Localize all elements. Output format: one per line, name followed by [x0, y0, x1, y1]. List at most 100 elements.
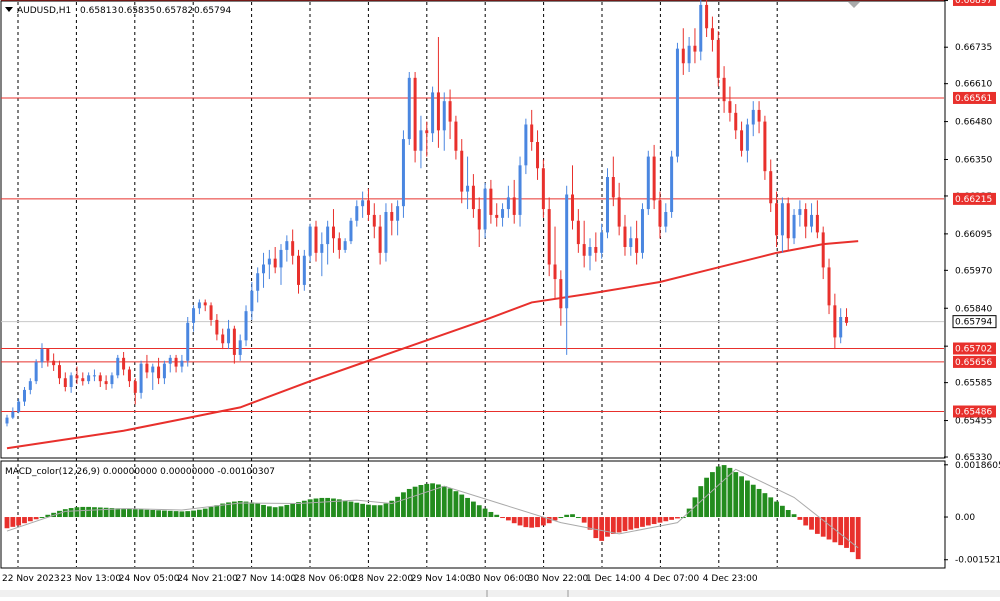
macd-histogram-bar	[640, 517, 645, 527]
macd-histogram-bar	[406, 488, 412, 518]
candle	[46, 349, 50, 367]
candle-body	[145, 363, 149, 373]
macd-histogram-bar	[756, 488, 762, 518]
candle-body	[116, 357, 120, 376]
macd-histogram-bar	[750, 484, 756, 518]
macd-histogram-bar	[809, 517, 814, 530]
candle-body	[28, 381, 32, 390]
candle	[536, 130, 540, 180]
candle	[640, 203, 644, 259]
macd-histogram-bar	[313, 498, 319, 518]
macd-histogram-bar	[727, 467, 733, 518]
candle	[757, 101, 761, 134]
macd-histogram-bar	[570, 514, 575, 518]
level-price-label: 0.65702	[955, 345, 992, 355]
macd-histogram-bar	[581, 517, 587, 523]
price-tick-label: 0.65585	[955, 379, 992, 389]
macd-histogram-bar	[331, 498, 336, 518]
x-tick-label: 23 Nov 13:00	[60, 574, 121, 584]
candle-body	[419, 130, 423, 151]
macd-tick-label: 0.00	[955, 513, 975, 523]
x-tick-label: 28 Nov 22:00	[352, 574, 413, 584]
macd-histogram-bar	[710, 472, 715, 518]
candle	[262, 252, 266, 288]
candle	[524, 118, 528, 175]
candle-body	[629, 238, 633, 247]
chart-shift-icon[interactable]	[848, 2, 860, 8]
candle	[343, 238, 347, 253]
candle-body	[92, 375, 96, 377]
macd-histogram-bar	[255, 503, 261, 518]
bottom-scrollbar[interactable]	[0, 590, 1000, 597]
candle	[454, 115, 458, 160]
candle-body	[710, 28, 714, 40]
macd-histogram-bar	[535, 517, 540, 528]
macd-histogram-bar	[360, 503, 366, 518]
macd-histogram-bar	[371, 505, 377, 518]
candle-body	[763, 121, 767, 172]
macd-histogram-bar	[849, 517, 855, 553]
dropdown-arrow-icon[interactable]	[5, 7, 13, 12]
candle	[541, 159, 545, 218]
candle	[833, 293, 837, 350]
price-tick-label: 0.66610	[955, 80, 992, 90]
macd-histogram-bar	[284, 504, 290, 518]
macd-histogram-bar	[785, 510, 791, 518]
price-tick-label: 0.65330	[955, 453, 992, 463]
candle-body	[355, 206, 359, 221]
candle-body	[413, 77, 417, 151]
candle-body	[489, 188, 493, 215]
candle	[448, 89, 452, 140]
candle-body	[541, 168, 545, 210]
macd-histogram-bar	[558, 517, 564, 519]
candle	[116, 354, 120, 379]
candle-body	[769, 171, 773, 204]
candle	[326, 220, 330, 265]
candle-body	[436, 92, 440, 131]
macd-histogram-bar	[202, 508, 208, 518]
candle-body	[571, 194, 575, 221]
candle	[133, 378, 137, 405]
macd-histogram-bar	[605, 517, 610, 537]
macd-histogram-bar	[587, 517, 593, 530]
candle	[740, 121, 744, 157]
candle-body	[256, 273, 260, 291]
candle-body	[221, 334, 225, 344]
candle-body	[670, 156, 674, 212]
macd-signal-line	[6, 468, 859, 549]
candle	[401, 130, 405, 218]
level-price-label: 0.65486	[955, 408, 992, 418]
macd-histogram-bar	[214, 505, 220, 518]
candle	[588, 238, 592, 271]
candle	[693, 28, 697, 64]
candle-body	[52, 360, 56, 366]
candle	[75, 366, 79, 385]
candle-body	[81, 378, 85, 382]
candle-body	[600, 232, 604, 253]
macd-histogram-bar	[92, 507, 97, 518]
candle-body	[780, 203, 784, 236]
candle-body	[326, 226, 330, 245]
x-tick-label: 1 Dec 14:00	[586, 574, 641, 584]
candle	[40, 343, 44, 369]
candle	[81, 372, 85, 386]
candle	[553, 226, 557, 300]
candle-body	[454, 121, 458, 151]
macd-histogram-bar	[669, 517, 675, 520]
price-pane-frame	[0, 0, 946, 459]
x-tick-label: 24 Nov 05:00	[119, 574, 180, 584]
candle	[571, 165, 575, 230]
candle	[302, 249, 306, 291]
candle	[17, 398, 21, 414]
x-tick-label: 27 Nov 14:00	[236, 574, 297, 584]
macd-histogram-bar	[721, 465, 727, 518]
macd-histogram-bar	[138, 509, 144, 518]
candle	[221, 328, 225, 350]
candle-body	[705, 4, 709, 29]
macd-histogram-bar	[616, 517, 622, 533]
candle	[145, 354, 149, 379]
macd-histogram-bar	[243, 501, 249, 518]
candle	[87, 372, 91, 385]
candle	[256, 267, 260, 303]
candle	[34, 359, 38, 385]
